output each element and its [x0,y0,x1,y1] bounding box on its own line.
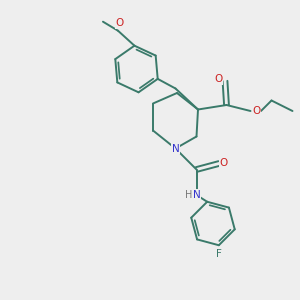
Text: H: H [185,190,193,200]
Text: O: O [115,18,124,28]
Text: O: O [214,74,223,85]
Text: O: O [219,158,228,169]
Text: F: F [217,249,222,259]
Text: N: N [193,190,200,200]
Text: O: O [252,106,261,116]
Text: N: N [172,143,179,154]
